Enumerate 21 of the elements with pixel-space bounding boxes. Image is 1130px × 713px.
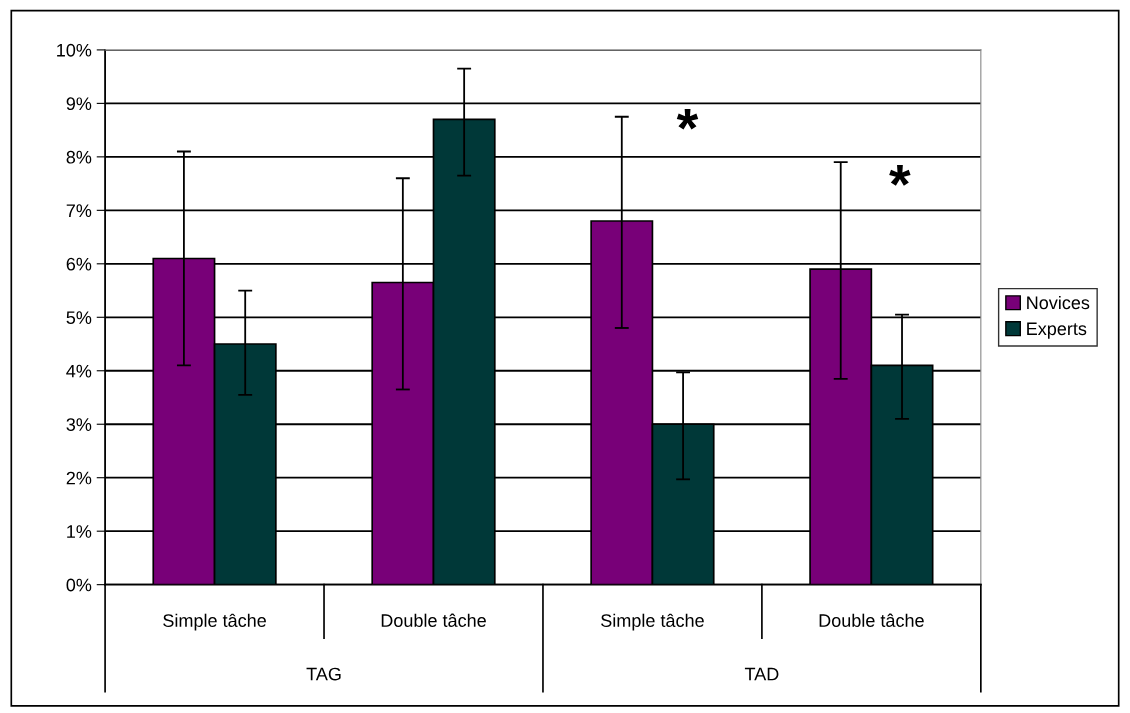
legend-label: Novices	[1027, 295, 1090, 310]
y-tick-label: 5%	[66, 311, 92, 325]
y-tick-label: 4%	[66, 364, 92, 378]
x-tick-label: Double tâche	[819, 613, 924, 627]
x-tick-label: Simple tâche	[601, 613, 704, 631]
y-tick-label: 10%	[57, 43, 92, 57]
text: TAG	[306, 667, 341, 681]
y-tick-label: 1%	[67, 525, 92, 538]
y-tick-label: 2%	[66, 471, 92, 485]
x-tick-label: Simple tâche	[163, 613, 266, 631]
annotation: *	[676, 108, 699, 130]
y-tick-label: 7%	[66, 204, 92, 217]
annotation: *	[889, 165, 911, 186]
y-tick-label: 0%	[66, 578, 92, 592]
y-tick-label: 6%	[66, 257, 92, 271]
y-tick-label: 9%	[66, 97, 92, 111]
y-tick-label: 3%	[66, 418, 92, 431]
x-tick-label: Double tâche	[381, 613, 486, 627]
y-tick-label: 8%	[66, 150, 92, 164]
legend-label: Experts	[1027, 322, 1087, 339]
text: TAD	[744, 667, 779, 681]
